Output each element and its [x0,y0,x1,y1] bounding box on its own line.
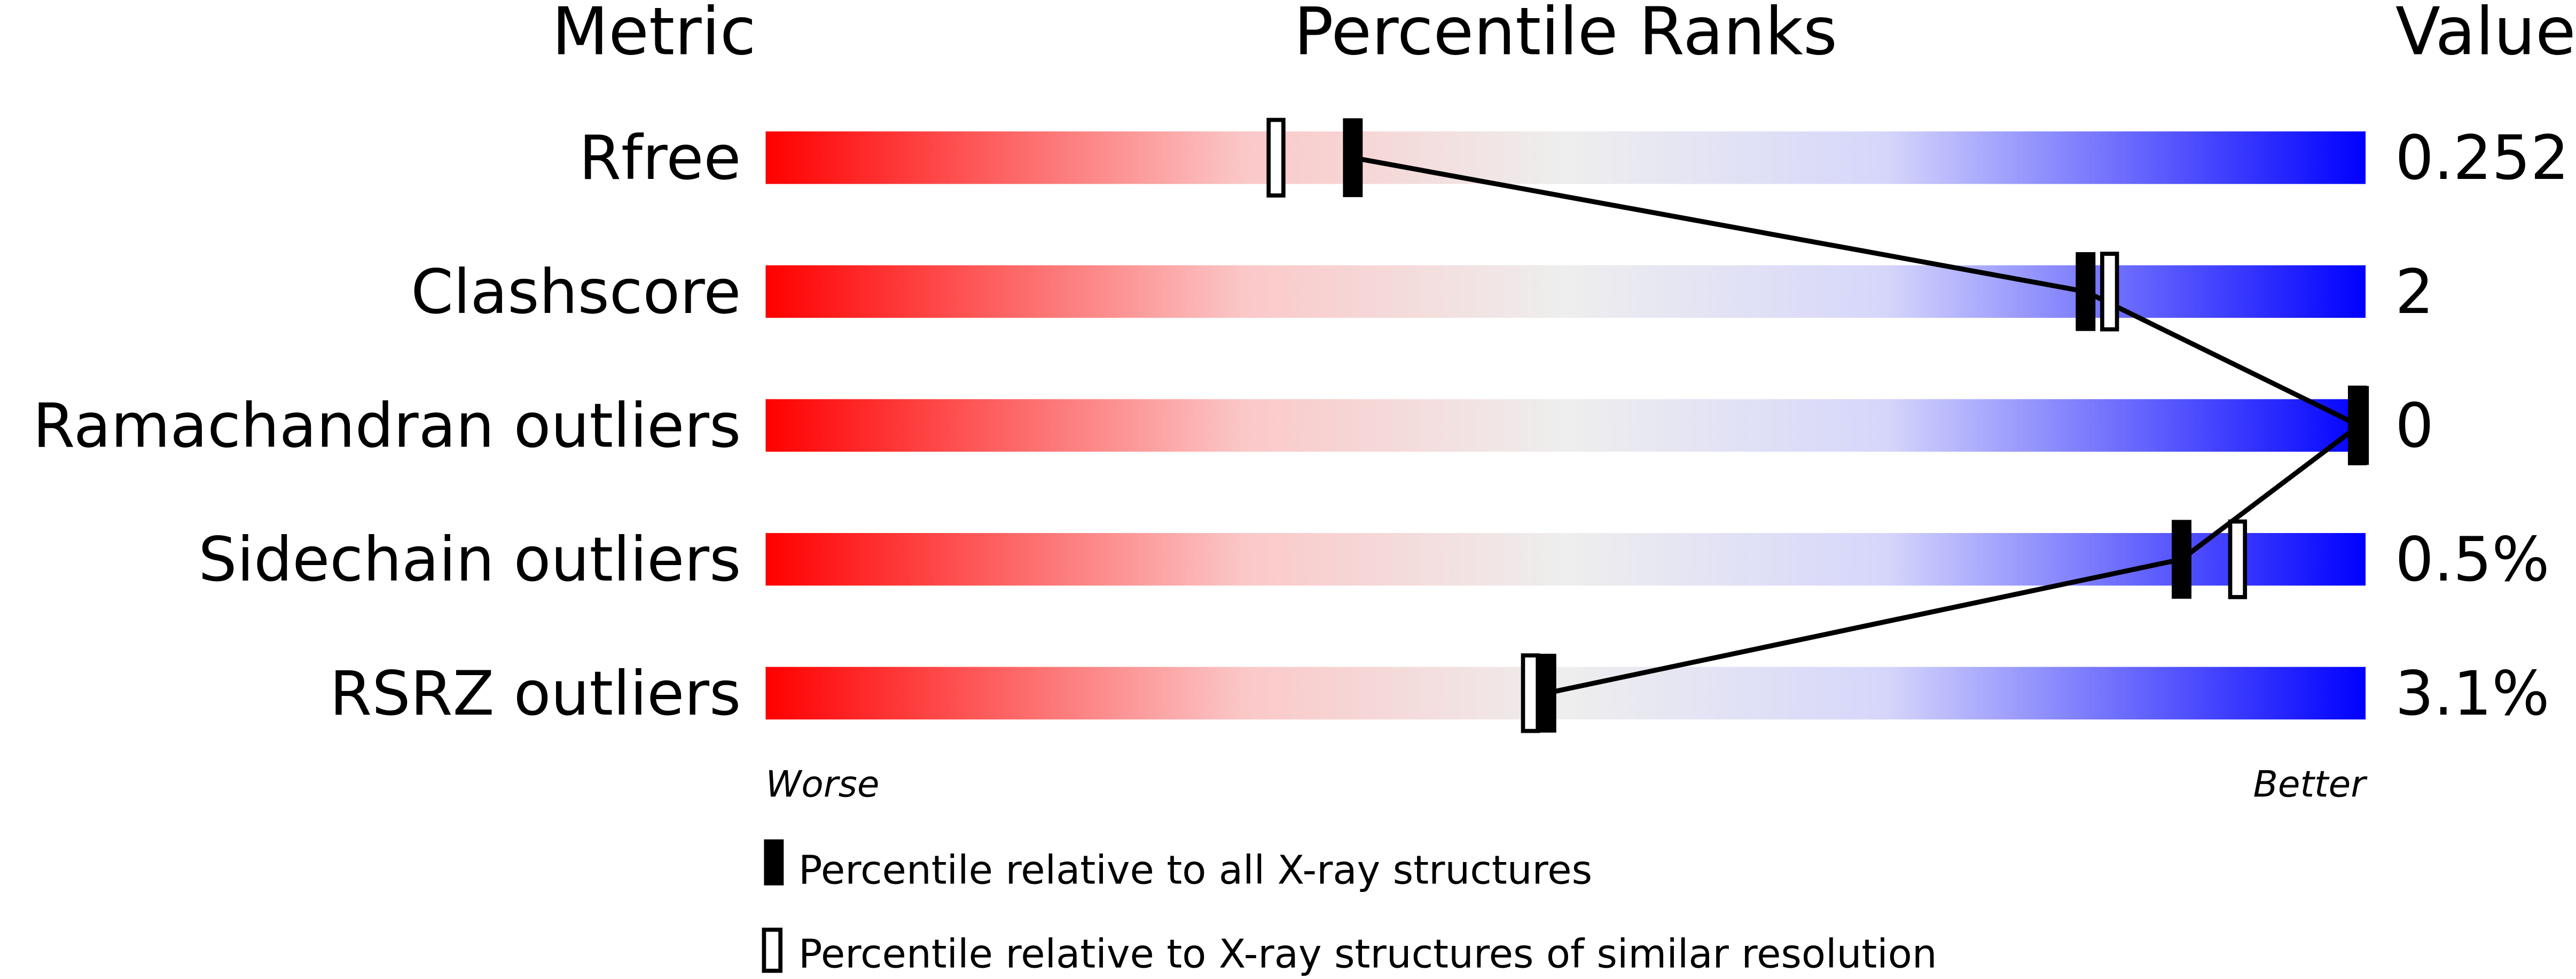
metric-value: 0 [2395,390,2433,461]
similar-resolution-marker [1521,653,1540,733]
percentile-bar [765,667,2366,720]
similar-resolution-marker [2228,519,2248,599]
metric-label: Ramachandran outliers [33,390,741,461]
legend-open-marker [762,927,783,973]
metric-value: 3.1% [2395,658,2549,729]
percentile-bar [765,533,2366,586]
axis-worse-label: Worse [765,763,879,805]
all-structures-marker [1343,118,1363,198]
metric-label: Rfree [579,122,741,193]
percentile-bar [765,265,2366,318]
metric-label: Sidechain outliers [198,524,741,595]
header-percentile-ranks: Percentile Ranks [1294,0,1837,70]
all-structures-marker [2076,252,2096,331]
metric-value: 0.5% [2395,524,2549,595]
percentile-bar [765,131,2366,184]
legend-filled-marker [764,839,784,886]
header-value: Value [2395,0,2576,70]
similar-resolution-marker [1266,118,1286,198]
metric-value: 0.252 [2395,122,2569,193]
legend-all-label: Percentile relative to all X-ray structu… [798,848,1592,894]
all-structures-marker [2349,386,2369,465]
axis-better-label: Better [2253,763,2368,805]
all-structures-marker [2172,520,2191,599]
percentile-bar [765,399,2366,452]
metric-label: RSRZ outliers [330,658,741,729]
metric-value: 2 [2395,256,2433,327]
legend-similar-label: Percentile relative to X-ray structures … [798,931,1937,977]
all-structures-marker [1536,654,1556,733]
similar-resolution-marker [2100,252,2119,332]
header-metric: Metric [552,0,756,70]
metric-label: Clashscore [411,256,741,327]
